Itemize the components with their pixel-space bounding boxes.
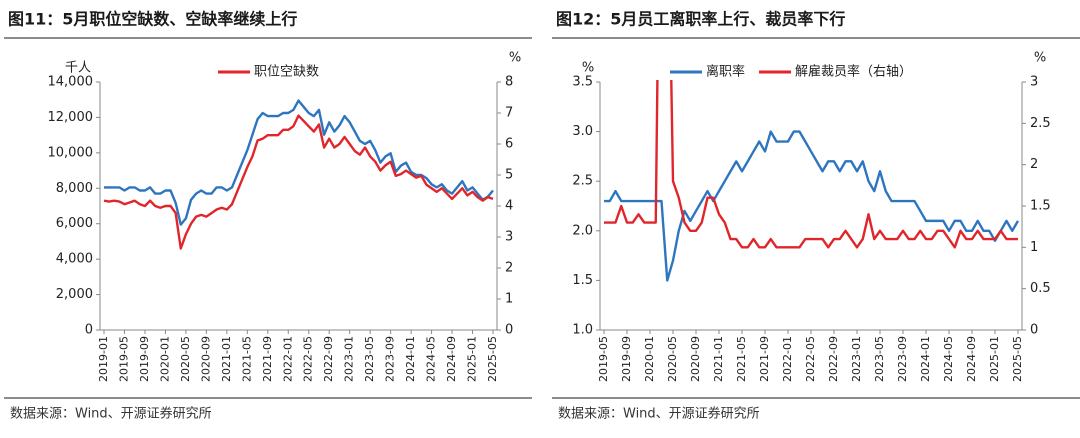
y-tick-label: 4,000 (56, 252, 93, 267)
y2-tick-label: 0 (505, 323, 513, 338)
x-tick-label: 2022-01 (781, 336, 794, 382)
x-tick-label: 2021-05 (240, 336, 253, 382)
y-tick-label: 3.0 (572, 124, 593, 139)
source: 数据来源：Wind、开源证券研究所 (10, 406, 212, 422)
x-tick-label: 2021-01 (712, 336, 725, 382)
y-tick-label: 2.5 (572, 174, 593, 189)
y2-tick-label: 5 (505, 168, 513, 183)
y-tick-label: 3.5 (572, 75, 593, 90)
x-tick-label: 2024-01 (919, 336, 932, 382)
plot (604, 80, 1020, 282)
y-tick-label: 0 (85, 323, 93, 338)
chart-title: 图12：5月员工离职率上行、裁员率下行 (556, 10, 845, 29)
x-tick-label: 2021-05 (735, 336, 748, 382)
x-tick-label: 2019-09 (138, 336, 151, 382)
y2-tick-label: 1.5 (1030, 199, 1051, 214)
legend-label: 离职率 (706, 64, 745, 80)
x-tick-label: 2024-01 (404, 336, 417, 382)
x-tick-label: 2024-05 (425, 336, 438, 382)
x-tick-label: 2025-05 (1011, 336, 1024, 382)
x-tick-label: 2022-05 (302, 336, 315, 382)
y2-tick-label: 6 (505, 137, 513, 152)
y2-tick-label: 2 (1030, 157, 1038, 172)
series-line (103, 114, 494, 250)
legend-label: 职位空缺数 (254, 65, 319, 80)
y-tick-label: 8,000 (56, 181, 93, 196)
x-tick-label: 2025-05 (486, 336, 499, 382)
x-tick-label: 2019-09 (620, 336, 633, 382)
series-line (604, 130, 1020, 282)
x-tick-label: 2019-01 (97, 336, 110, 382)
y2-tick-label: 1 (1030, 240, 1038, 255)
y2-tick-label: 4 (505, 199, 513, 214)
x-tick-label: 2024-09 (965, 336, 978, 382)
y2-unit: % (1034, 51, 1046, 66)
x-tick-label: 2025-01 (466, 336, 479, 382)
x-tick-label: 2021-09 (758, 336, 771, 382)
y-unit: 千人 (65, 61, 91, 76)
y-tick-label: 1.0 (572, 323, 593, 338)
x-tick-label: 2023-09 (896, 336, 909, 382)
y2-tick-label: 3 (505, 230, 513, 245)
y-tick-label: 10,000 (48, 145, 94, 160)
x-tick-label: 2024-09 (445, 336, 458, 382)
x-tick-label: 2022-05 (804, 336, 817, 382)
x-tick-label: 2024-05 (942, 336, 955, 382)
y-tick-label: 1.5 (572, 273, 593, 288)
x-tick-label: 2021-01 (220, 336, 233, 382)
x-tick-label: 2021-09 (261, 336, 274, 382)
x-tick-label: 2020-05 (666, 336, 679, 382)
y2-tick-label: 2 (505, 261, 513, 276)
y-tick-label: 2.0 (572, 223, 593, 238)
source: 数据来源：Wind、开源证券研究所 (558, 406, 760, 422)
y-unit: % (582, 61, 594, 76)
y2-tick-label: 8 (505, 75, 513, 90)
x-tick-label: 2019-05 (597, 336, 610, 382)
y2-unit: % (509, 51, 521, 66)
x-tick-label: 2025-01 (988, 336, 1001, 382)
x-tick-label: 2020-09 (689, 336, 702, 382)
x-tick-label: 2023-01 (850, 336, 863, 382)
x-tick-label: 2020-09 (199, 336, 212, 382)
x-tick-label: 2023-09 (384, 336, 397, 382)
x-tick-label: 2020-05 (179, 336, 192, 382)
y-tick-label: 14,000 (48, 75, 94, 90)
x-tick-label: 2020-01 (643, 336, 656, 382)
y2-tick-label: 0 (1030, 323, 1038, 338)
y2-tick-label: 0.5 (1030, 281, 1051, 296)
x-tick-label: 2020-01 (158, 336, 171, 382)
y2-tick-label: 2.5 (1030, 116, 1051, 131)
y-tick-label: 6,000 (56, 216, 93, 231)
y2-tick-label: 3 (1030, 75, 1038, 90)
y2-tick-label: 1 (505, 292, 513, 307)
x-tick-label: 2019-05 (117, 336, 130, 382)
x-tick-label: 2022-09 (827, 336, 840, 382)
plot (103, 99, 494, 250)
y-tick-label: 2,000 (56, 287, 93, 302)
legend-label: 解雇裁员率（右轴） (795, 64, 912, 80)
chart-title: 图11：5月职位空缺数、空缺率继续上行 (8, 10, 297, 29)
x-tick-label: 2022-01 (281, 336, 294, 382)
y2-tick-label: 7 (505, 106, 513, 121)
x-tick-label: 2023-05 (873, 336, 886, 382)
series-line (604, 80, 1018, 249)
series-line (104, 99, 494, 226)
x-tick-label: 2023-01 (343, 336, 356, 382)
x-tick-label: 2022-09 (322, 336, 335, 382)
x-tick-label: 2023-05 (363, 336, 376, 382)
y-tick-label: 12,000 (48, 110, 94, 125)
